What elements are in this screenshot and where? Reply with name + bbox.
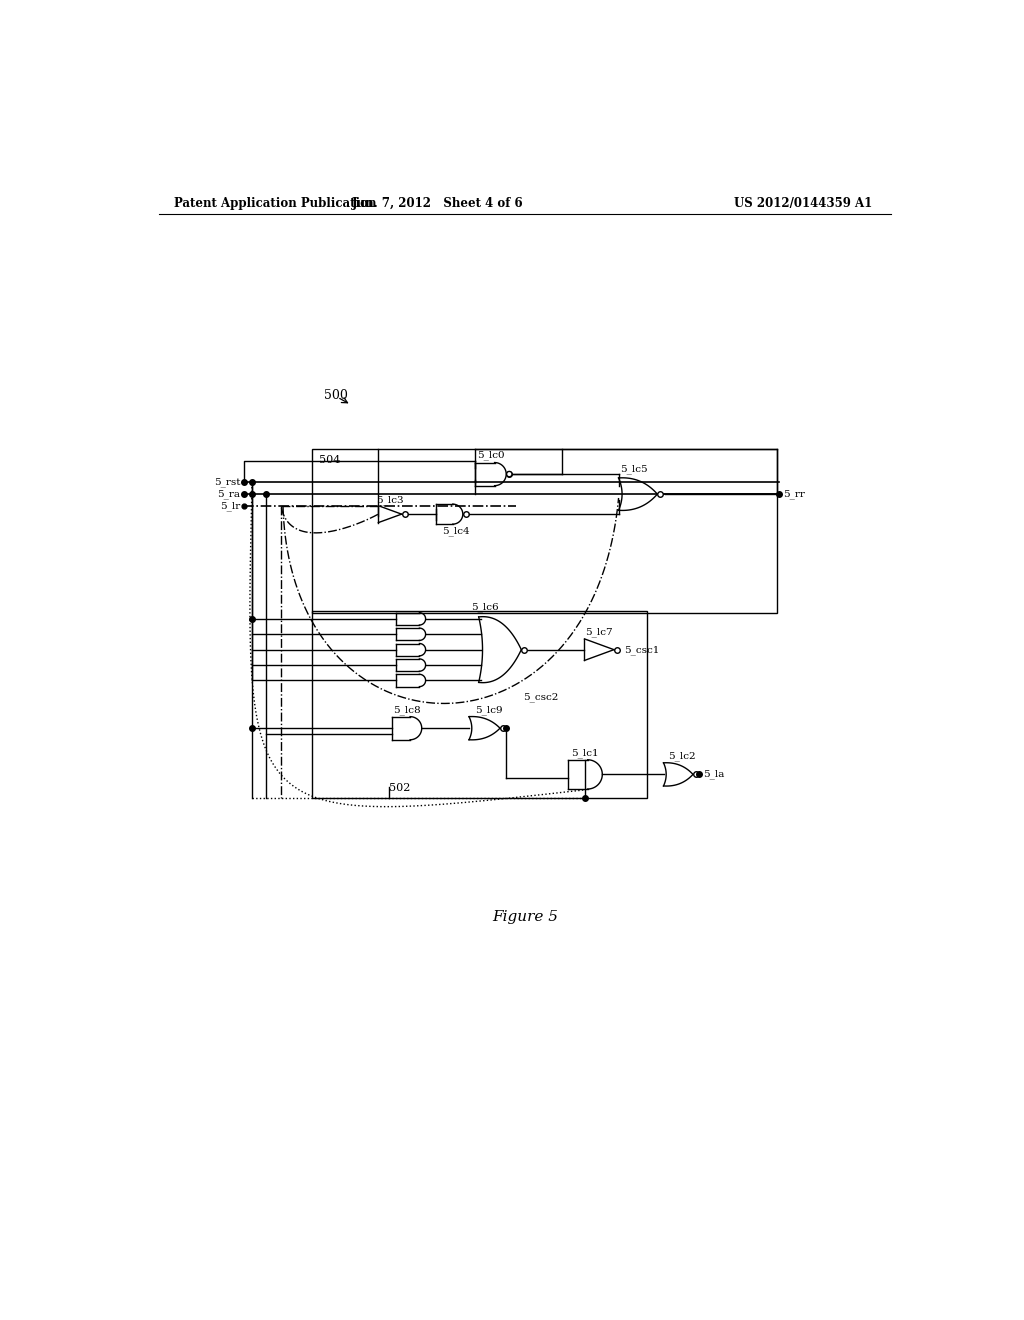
- Circle shape: [507, 471, 512, 477]
- Text: 5_rr: 5_rr: [783, 490, 805, 499]
- Text: 5_la: 5_la: [703, 770, 724, 779]
- Text: 5_ra: 5_ra: [217, 490, 241, 499]
- Text: 5_lc3: 5_lc3: [376, 495, 403, 506]
- Bar: [311, 611, 647, 797]
- Text: Jun. 7, 2012   Sheet 4 of 6: Jun. 7, 2012 Sheet 4 of 6: [352, 197, 524, 210]
- Text: 5_lc0: 5_lc0: [477, 450, 505, 461]
- Text: 5_lc4: 5_lc4: [442, 527, 470, 536]
- Text: 5_csc2: 5_csc2: [523, 693, 559, 702]
- Text: 5_lc7: 5_lc7: [586, 627, 613, 636]
- Text: 5_lc6: 5_lc6: [471, 602, 499, 612]
- Text: 5_lr: 5_lr: [220, 502, 241, 511]
- Text: Patent Application Publication: Patent Application Publication: [174, 197, 377, 210]
- Text: 5_rst: 5_rst: [214, 477, 241, 487]
- Text: 502: 502: [389, 783, 411, 793]
- Text: 5_lc1: 5_lc1: [571, 748, 599, 758]
- Text: 5_lc2: 5_lc2: [669, 751, 696, 760]
- Text: 504: 504: [319, 455, 341, 465]
- Text: Figure 5: Figure 5: [492, 909, 558, 924]
- Text: US 2012/0144359 A1: US 2012/0144359 A1: [734, 197, 872, 210]
- Text: 5_lc5: 5_lc5: [621, 465, 648, 474]
- Text: 500: 500: [324, 389, 348, 403]
- Bar: [311, 449, 777, 612]
- Text: 5_lc8: 5_lc8: [393, 706, 421, 715]
- Text: 5_csc1: 5_csc1: [624, 644, 659, 655]
- Text: 5_lc9: 5_lc9: [474, 706, 502, 715]
